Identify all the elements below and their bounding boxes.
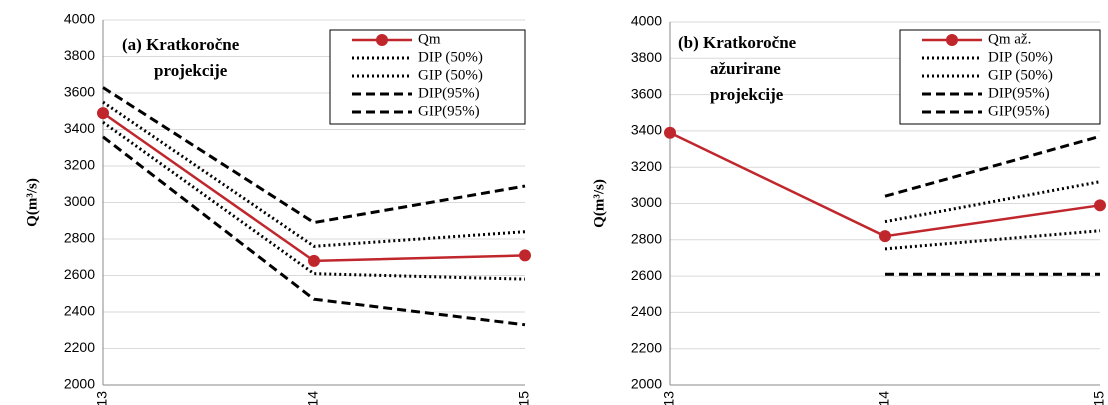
- legend-label: GIP(95%): [418, 103, 480, 119]
- y-tick-label: 2400: [64, 303, 95, 319]
- y-tick-label: 3400: [64, 120, 95, 136]
- legend-label: DIP (50%): [988, 49, 1053, 65]
- y-tick-label: 2000: [64, 376, 95, 392]
- legend-label: Qm: [418, 31, 441, 47]
- y-tick-label: 3800: [631, 49, 662, 65]
- series-line: [884, 180, 1101, 224]
- y-tick-label: 3800: [64, 47, 95, 63]
- series-line: [102, 100, 526, 248]
- chart-title: (b) Kratkoročne: [678, 33, 797, 52]
- y-tick-label: 2800: [631, 231, 662, 247]
- legend-label: DIP (50%): [418, 49, 483, 65]
- x-tick-label: 2015: [1091, 391, 1107, 405]
- y-tick-label: 3400: [631, 122, 662, 138]
- y-tick-label: 2600: [64, 266, 95, 282]
- legend-label: Qm až.: [988, 31, 1031, 47]
- y-tick-label: 3000: [64, 193, 95, 209]
- series-marker: [519, 249, 531, 262]
- y-tick-label: 3000: [631, 194, 662, 210]
- y-tick-label: 2200: [64, 339, 95, 355]
- chart-title: ažurirane: [710, 59, 781, 78]
- y-tick-label: 4000: [631, 13, 662, 29]
- y-tick-label: 2200: [631, 339, 662, 355]
- series-marker: [308, 254, 320, 267]
- legend-label: GIP(95%): [988, 103, 1050, 119]
- x-tick-label: 2013: [94, 391, 110, 405]
- y-tick-label: 3200: [64, 157, 95, 173]
- series-line: [102, 135, 526, 327]
- x-tick-label: 2013: [661, 391, 677, 405]
- y-tick-label: 2000: [631, 376, 662, 392]
- legend-marker: [946, 34, 958, 46]
- series-marker: [97, 107, 109, 120]
- y-tick-label: 2800: [64, 230, 95, 246]
- series-line: [102, 120, 526, 281]
- y-tick-label: 4000: [64, 11, 95, 27]
- x-tick-label: 2015: [516, 391, 532, 405]
- legend-label: GIP (50%): [988, 67, 1053, 83]
- series-marker: [1094, 199, 1106, 212]
- series-marker: [879, 230, 891, 243]
- series-line: [884, 134, 1101, 198]
- x-tick-label: 2014: [876, 391, 892, 405]
- chart-title: projekcije: [154, 61, 228, 80]
- legend-marker: [376, 34, 388, 46]
- legend-label: GIP (50%): [418, 67, 483, 83]
- y-tick-label: 2600: [631, 267, 662, 283]
- y-axis-label: Q(m³/s): [24, 178, 40, 227]
- y-tick-label: 3200: [631, 158, 662, 174]
- legend-label: DIP(95%): [418, 85, 480, 101]
- series-line: [884, 229, 1101, 251]
- chart-title: projekcije: [710, 85, 784, 104]
- y-tick-label: 3600: [631, 85, 662, 101]
- x-tick-label: 2014: [305, 391, 321, 405]
- legend-label: DIP(95%): [988, 85, 1050, 101]
- y-axis-label: Q(m³/s): [591, 179, 607, 228]
- y-tick-label: 2400: [631, 303, 662, 319]
- chart-title: (a) Kratkoročne: [122, 35, 240, 54]
- series-line: [102, 86, 526, 225]
- series-marker: [664, 126, 676, 139]
- y-tick-label: 3600: [64, 84, 95, 100]
